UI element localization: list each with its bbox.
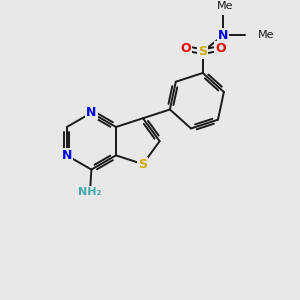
Text: O: O (215, 42, 226, 55)
Text: S: S (138, 158, 147, 171)
Text: S: S (198, 45, 207, 58)
Text: Me: Me (216, 1, 233, 10)
Text: NH₂: NH₂ (78, 187, 102, 197)
Text: O: O (180, 42, 190, 55)
Text: N: N (86, 106, 97, 119)
Text: N: N (218, 29, 228, 42)
Text: Me: Me (258, 30, 274, 40)
Text: N: N (61, 149, 72, 162)
